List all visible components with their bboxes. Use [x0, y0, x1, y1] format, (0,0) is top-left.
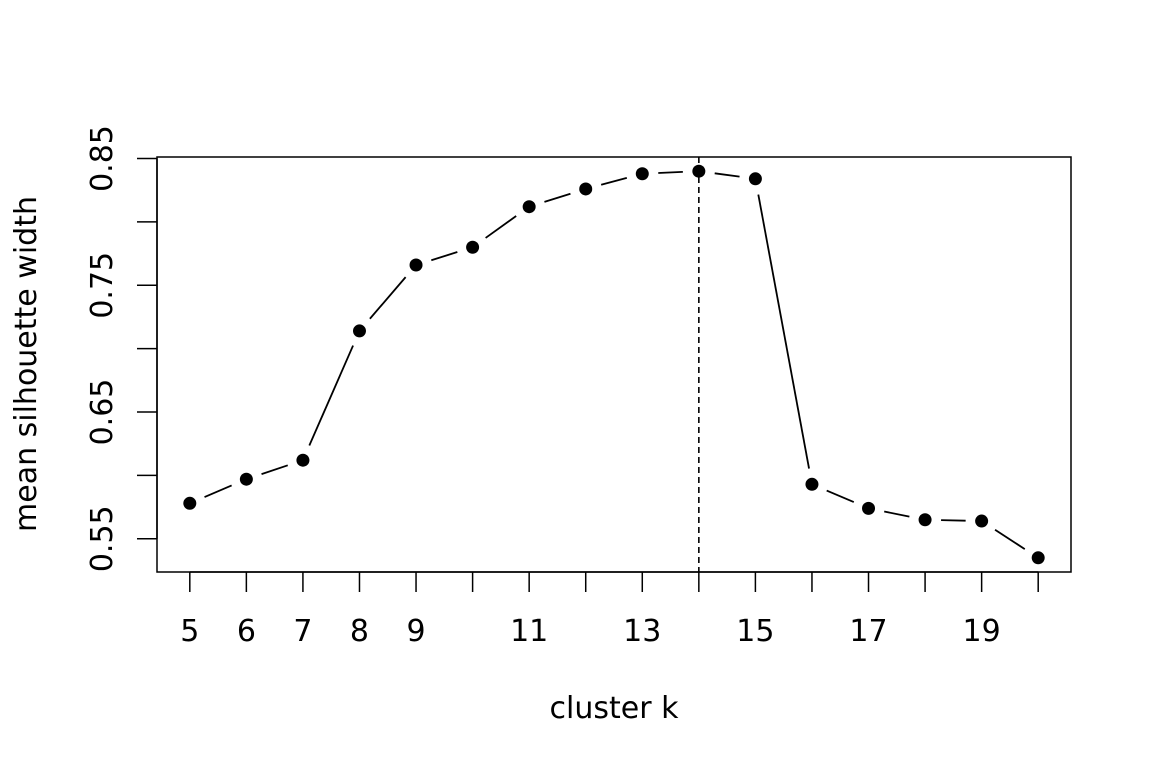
- data-point: [466, 240, 480, 254]
- data-point: [1031, 551, 1045, 565]
- data-point: [692, 164, 706, 178]
- y-tick-label: 0.75: [85, 252, 120, 319]
- series-line-segment: [431, 251, 458, 262]
- y-tick-label: 0.65: [85, 379, 120, 446]
- x-tick-label: 13: [623, 614, 661, 649]
- x-tick-label: 5: [180, 614, 199, 649]
- series-line-segment: [658, 171, 683, 174]
- series-line-segment: [485, 215, 517, 239]
- series-line-segment: [941, 519, 966, 522]
- data-point: [975, 514, 989, 528]
- data-point: [862, 501, 876, 515]
- x-tick-label: 15: [736, 614, 774, 649]
- x-tick-label: 9: [406, 614, 425, 649]
- data-point: [183, 496, 197, 510]
- x-tick-label: 8: [350, 614, 369, 649]
- series-line-segment: [757, 194, 810, 469]
- data-point: [805, 477, 819, 491]
- y-axis: 0.55 0.65 0.75 0.85: [85, 125, 158, 572]
- data-point: [748, 172, 762, 186]
- y-tick-label: 0.55: [85, 505, 120, 572]
- plot-frame: [156, 156, 1072, 573]
- series-line-segment: [884, 510, 910, 518]
- x-tick-label: 19: [963, 614, 1001, 649]
- x-tick-label: 6: [237, 614, 256, 649]
- data-point: [239, 472, 253, 486]
- series-line-segment: [600, 177, 628, 186]
- series-line-segment: [204, 484, 232, 498]
- series-line-segment: [714, 172, 740, 178]
- y-axis-title: mean silhouette width: [9, 196, 44, 532]
- series-line-layer: [204, 171, 1026, 550]
- data-point: [522, 200, 536, 214]
- x-axis: 5 6 7 8 9 11 13 15 17 19: [180, 571, 1039, 649]
- x-tick-label: 17: [849, 614, 887, 649]
- series-line-segment: [369, 276, 407, 320]
- series-line-segment: [994, 529, 1026, 550]
- data-point: [918, 513, 932, 527]
- x-axis-title: cluster k: [550, 691, 680, 726]
- data-point: [635, 167, 649, 181]
- data-point: [409, 258, 423, 272]
- series-point-layer: [183, 164, 1045, 565]
- data-point: [352, 324, 366, 338]
- series-line-segment: [308, 345, 354, 446]
- series-line-segment: [544, 192, 571, 203]
- series-line-segment: [826, 489, 855, 503]
- y-tick-label: 0.85: [85, 125, 120, 192]
- x-tick-label: 7: [293, 614, 312, 649]
- series-line-segment: [261, 464, 289, 475]
- x-tick-label: 11: [510, 614, 548, 649]
- data-point: [296, 453, 310, 467]
- data-point: [579, 182, 593, 196]
